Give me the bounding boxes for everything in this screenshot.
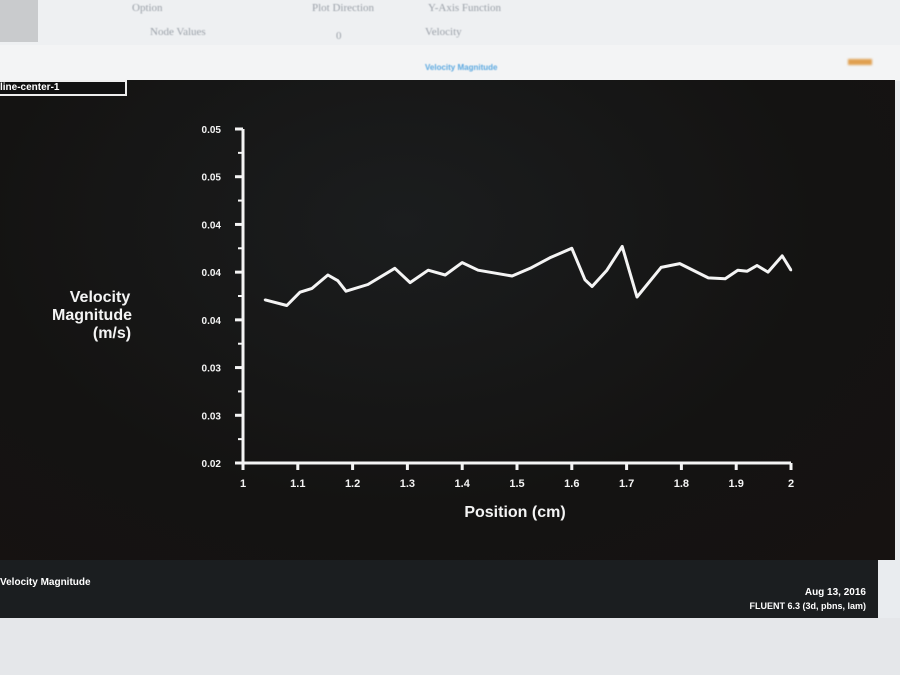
date-label: Aug 13, 2016: [804, 587, 866, 598]
data-point: [510, 274, 514, 278]
data-point: [408, 281, 412, 284]
data-point: [366, 283, 370, 286]
data-point: [427, 269, 430, 272]
data-point: [678, 262, 681, 265]
background-desk: [0, 618, 900, 675]
y-axis-label-line: (m/s): [93, 325, 131, 342]
y-tick-label: 0.04: [202, 316, 222, 327]
x-tick-label: 1.3: [400, 478, 415, 490]
plot-direction-label: Plot Direction: [312, 2, 375, 14]
data-point: [285, 304, 289, 307]
data-point: [570, 247, 573, 250]
data-point: [781, 254, 784, 258]
plot-direction-field[interactable]: 0: [336, 30, 342, 42]
window-title: Velocity Magnitude: [425, 63, 498, 72]
y-tick-label: 0.05: [202, 173, 222, 184]
y-axis-function-label: Y-Axis Function: [428, 2, 502, 14]
data-point: [755, 264, 759, 267]
x-tick-label: 1: [240, 478, 246, 490]
data-point: [583, 278, 587, 281]
graphics-window-titlebar: Velocity Magnitude: [0, 45, 900, 81]
data-point: [393, 267, 396, 270]
x-tick-label: 1.6: [564, 478, 579, 490]
data-point: [528, 267, 532, 270]
data-point: [263, 298, 267, 302]
window-controls-icon[interactable]: [848, 59, 872, 65]
y-tick-label: 0.04: [202, 220, 222, 231]
data-point: [707, 276, 710, 280]
background-panel: Option Plot Direction Y-Axis Function No…: [0, 0, 900, 45]
y-axis-label-line: Magnitude: [52, 307, 132, 324]
y-tick-label: 0.03: [202, 364, 222, 375]
x-tick-label: 1.7: [619, 478, 634, 490]
data-point: [344, 290, 348, 293]
data-point: [724, 277, 727, 281]
data-point: [605, 269, 609, 272]
version-label: FLUENT 6.3 (3d, pbns, lam): [749, 601, 866, 611]
y-tick-label: 0.02: [202, 459, 222, 470]
data-point: [621, 245, 624, 248]
x-tick-label: 1.4: [455, 478, 471, 490]
plot-footer: Velocity Magnitude Aug 13, 2016 FLUENT 6…: [0, 560, 878, 618]
data-point: [310, 287, 314, 290]
data-point: [476, 269, 480, 272]
option-label: Option: [132, 2, 163, 14]
y-axis-function-select[interactable]: Velocity: [425, 26, 462, 38]
data-point: [766, 270, 770, 274]
x-tick-label: 1.1: [290, 478, 305, 490]
background-strip: [0, 0, 38, 42]
y-axis-label-line: Velocity: [70, 289, 131, 306]
x-tick-label: 1.5: [509, 478, 524, 490]
x-tick-label: 1.8: [674, 478, 689, 490]
data-point: [745, 269, 749, 273]
data-point: [736, 269, 740, 272]
node-values-checkbox[interactable]: Node Values: [150, 26, 206, 38]
data-point: [298, 290, 302, 294]
x-axis-label: Position (cm): [464, 504, 565, 521]
data-point: [444, 273, 447, 277]
velocity-series-line: [264, 244, 793, 307]
data-point: [659, 266, 663, 269]
data-point: [326, 273, 330, 277]
x-tick-label: 1.9: [729, 478, 744, 490]
quantity-label: Velocity Magnitude: [0, 577, 91, 588]
data-point: [548, 256, 552, 260]
x-tick-label: 2: [788, 478, 794, 490]
y-tick-label: 0.03: [202, 411, 222, 422]
data-point: [461, 261, 464, 264]
y-tick-label: 0.04: [202, 268, 222, 279]
y-tick-label: 0.05: [202, 125, 222, 136]
data-point: [789, 269, 793, 272]
data-point: [336, 279, 340, 282]
x-tick-label: 1.2: [345, 478, 360, 490]
surface-tag: line-center-1: [0, 80, 127, 96]
plot-window: Velocity Magnitude (m/s) 0.02 0.03 0.03 0.04 0…: [0, 80, 895, 560]
data-point: [635, 295, 639, 299]
data-point: [590, 285, 594, 288]
